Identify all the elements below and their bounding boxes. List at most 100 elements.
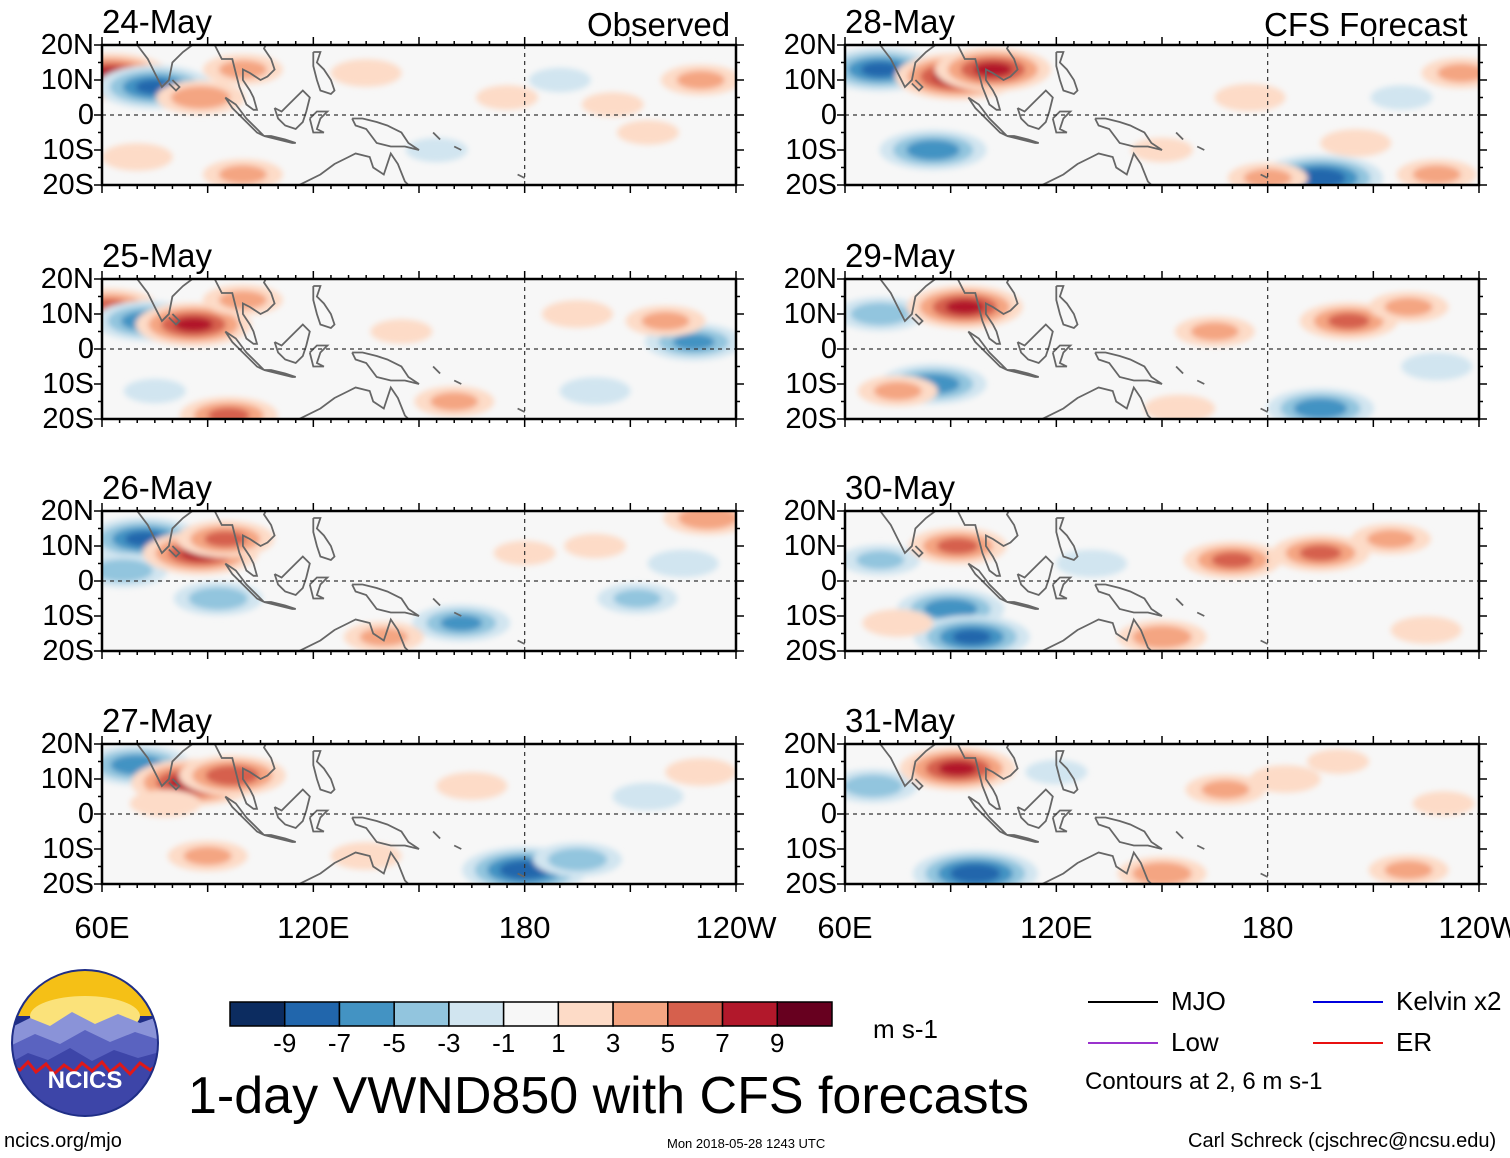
wind-anomaly-cell	[476, 85, 539, 110]
latitude-tick-label: 10N	[783, 298, 837, 330]
coastline	[1006, 369, 1039, 378]
coastline	[1260, 407, 1269, 413]
latitude-tick-label: 10S	[42, 368, 94, 400]
wind-anomaly-cell	[188, 587, 248, 610]
coastline	[136, 511, 276, 577]
coastline	[879, 511, 1019, 577]
coastline	[263, 135, 296, 144]
wind-anomaly-cell	[370, 319, 433, 344]
wind-anomaly-cell	[1293, 398, 1348, 419]
colorbar-swatch	[338, 1001, 395, 1027]
wind-anomaly-cell	[430, 392, 479, 411]
coastline	[517, 872, 526, 878]
coastline	[879, 744, 1019, 810]
coastline	[1175, 365, 1184, 375]
coastline	[1040, 385, 1153, 419]
coastline	[308, 110, 330, 134]
wind-anomaly-cell	[405, 137, 468, 163]
coastline	[453, 611, 462, 617]
panel-24-may	[94, 37, 744, 193]
latitude-tick-label: 10S	[42, 600, 94, 632]
wind-anomaly-cell	[665, 758, 736, 786]
coastline	[911, 545, 924, 558]
coastline	[312, 285, 336, 330]
wind-anomaly-cell	[359, 627, 408, 647]
legend-label-kelvin-x2: Kelvin x2	[1396, 986, 1502, 1016]
wind-anomaly-cell	[528, 67, 591, 93]
wind-anomaly-cell	[123, 378, 186, 404]
wind-anomaly-cell	[850, 302, 910, 326]
coastline	[1051, 809, 1073, 833]
latitude-tick-label: 0	[820, 565, 837, 597]
longitude-tick-label: 180	[1241, 910, 1294, 945]
latitude-tick-label: 0	[77, 798, 94, 830]
coastline	[351, 117, 420, 151]
coastline	[263, 601, 296, 610]
coastline	[911, 313, 924, 326]
wind-anomaly-cell	[1384, 860, 1433, 880]
colorbar-swatch	[229, 1001, 286, 1027]
latitude-tick-label: 20S	[42, 169, 94, 201]
coastline	[263, 834, 296, 843]
wind-anomaly-cell	[436, 772, 508, 800]
coastline	[1055, 285, 1079, 330]
latitude-tick-label: 20N	[40, 728, 94, 760]
longitude-tick-label: 120E	[1020, 910, 1093, 945]
latitude-tick-label: 10S	[785, 134, 837, 166]
colorbar-swatch	[502, 1001, 560, 1027]
colorbar-tick-label: -7	[327, 1028, 352, 1058]
wind-anomaly-cell	[542, 300, 613, 328]
wind-anomaly-cell	[973, 62, 1013, 77]
colorbar-tick-label: -5	[382, 1028, 406, 1058]
latitude-tick-label: 20S	[42, 635, 94, 667]
colorbar-swatch	[448, 1001, 505, 1027]
coastline	[432, 365, 441, 375]
panel-29-may	[837, 271, 1487, 427]
wind-anomaly-cell	[1366, 529, 1415, 549]
wind-anomaly-cell	[612, 782, 684, 811]
wind-anomaly-cell	[613, 589, 662, 608]
colorbar-tick-label: 1	[551, 1028, 566, 1058]
latitude-tick-label: 20N	[40, 263, 94, 295]
panel-28-may	[837, 37, 1487, 193]
coastline	[1196, 844, 1205, 850]
contour-note: Contours at 2, 6 m s-1	[1085, 1068, 1323, 1095]
latitude-tick-label: 20S	[785, 868, 837, 900]
latitude-tick-label: 10N	[40, 530, 94, 562]
coastline	[351, 816, 420, 850]
coastline	[308, 344, 330, 368]
source-url[interactable]: ncics.org/mjo	[4, 1130, 122, 1152]
wind-anomaly-cell	[856, 550, 905, 570]
latitude-tick-label: 20N	[40, 495, 94, 527]
latitude-tick-label: 20N	[783, 728, 837, 760]
panel-date-30-may: 30-May	[845, 469, 956, 506]
coastline	[453, 379, 462, 385]
latitude-tick-label: 20N	[783, 263, 837, 295]
coastline	[432, 830, 441, 840]
coastline	[1051, 344, 1073, 368]
coastline	[1196, 379, 1205, 385]
legend-label-er: ER	[1396, 1027, 1433, 1057]
coastline	[1260, 173, 1269, 179]
latitude-tick-label: 20S	[785, 169, 837, 201]
coastline	[308, 576, 330, 600]
wind-anomaly-cell	[205, 765, 260, 786]
wind-anomaly-cell	[936, 538, 979, 554]
coastline	[1051, 576, 1073, 600]
observed-column-label: Observed	[587, 6, 731, 43]
coastline	[1016, 323, 1054, 365]
wind-anomaly-cell	[873, 381, 922, 401]
coastline	[1196, 611, 1205, 617]
wind-anomaly-cell	[676, 70, 725, 90]
wind-anomaly-cell	[218, 165, 267, 184]
latitude-tick-label: 10N	[783, 64, 837, 96]
wind-anomaly-cell	[1211, 552, 1254, 568]
coastline	[1175, 597, 1184, 607]
colorbar-tick-label: -9	[273, 1028, 297, 1058]
latitude-tick-label: 20S	[785, 403, 837, 435]
latitude-tick-label: 0	[820, 99, 837, 131]
coastline	[517, 173, 526, 179]
wind-anomaly-cell	[1412, 165, 1461, 184]
coastline	[911, 79, 924, 92]
coastline	[297, 151, 410, 185]
